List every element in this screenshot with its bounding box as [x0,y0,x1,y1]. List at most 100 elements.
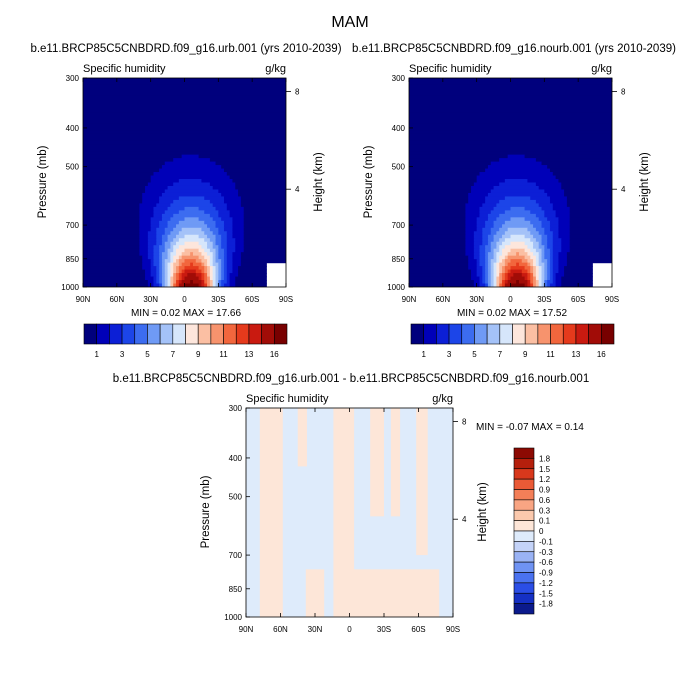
contour-cell [541,269,545,274]
colorbar-box [109,323,123,345]
contour-cell [83,196,143,201]
contour-cell [552,266,560,271]
colorbar-label: 7 [498,350,503,359]
contour-cell [487,238,495,243]
y-tick-label: 500 [392,163,406,172]
contour-cell [207,269,211,274]
colorbar-box [223,323,237,345]
contour-cell [240,199,286,204]
contour-cell [218,210,231,215]
contour-cell [238,192,286,198]
contour-cell [496,273,500,278]
contour-cell [181,280,191,285]
contour-cell [218,276,222,281]
contour-cell [223,227,234,232]
contour-cell [533,241,540,246]
contour-cell [496,259,500,264]
contour-cell [487,283,492,287]
contour-cell [235,182,286,187]
colorbar-label: 16 [270,350,279,359]
contour-cell [142,255,149,260]
contour-cell [243,224,286,229]
contour-cell [566,259,612,264]
contour-cell [159,224,169,229]
contour-cell [145,276,155,281]
contour-cell [207,252,214,257]
contour-cell [226,259,234,264]
contour-cell [479,283,486,287]
contour-cell [549,199,568,204]
contour-cell [147,248,155,253]
contour-cell [502,283,506,287]
y-tick-label: 850 [66,255,80,264]
contour-cell [490,241,497,246]
contour-cell [468,259,478,264]
contour-cell [499,266,503,271]
contour-cell [499,182,537,187]
contour-cell [538,245,545,250]
contour-cell [409,262,469,267]
colorbar-label: 11 [546,350,555,359]
contour-cell [547,266,551,271]
contour-cell [184,217,200,222]
contour-cell [209,158,286,163]
contour-cell [83,168,160,173]
contour-cell [549,252,554,257]
contour-cell [504,259,512,264]
x-tick-label: 60S [411,625,425,634]
y-tick-label: 700 [229,551,243,560]
contour-cell [569,234,612,239]
contour-cell [83,147,286,152]
contour-cell [538,262,545,267]
colorbar-label: 0.1 [539,517,551,526]
contour-cell [541,234,548,239]
contour-cell [83,245,140,250]
contour-cell [201,179,234,184]
contour-cell [409,185,472,191]
contour-cell [229,273,239,278]
contour-cell [150,175,231,180]
contour-cell [156,269,160,274]
contour-cell [490,259,497,264]
contour-cell [156,238,163,243]
contour-cell [569,245,612,250]
contour-cell [83,84,286,90]
contour-cell [218,273,222,278]
contour-cell [499,158,537,163]
contour-cell [544,252,551,257]
contour-cell [538,259,543,264]
contour-cell [207,262,211,267]
contour-cell [541,280,545,285]
contour-cell [482,269,486,274]
contour-cell [161,255,169,260]
contour-cell [465,248,475,253]
contour-cell [485,262,489,267]
contour-cell [153,255,160,260]
contour-cell [552,245,562,250]
contour-cell [409,182,475,187]
contour-cell [530,269,534,274]
contour-cell [218,213,231,218]
contour-cell [544,189,565,194]
contour-cell [476,273,483,278]
contour-cell [223,269,228,274]
contour-cell [178,259,186,264]
contour-cell [465,252,475,257]
contour-cell [192,280,203,285]
contour-cell [209,280,214,285]
contour-cell [564,273,593,278]
colorbar-label: -1.2 [539,579,553,588]
contour-cell [164,161,217,166]
contour-cell [535,158,612,163]
colorbar-box [486,323,501,345]
contour-cell [569,248,612,253]
colorbar-box [235,323,250,345]
colorbar-label: 3 [120,350,125,359]
contour-cell [212,269,217,274]
contour-cell [221,280,228,285]
contour-cell [504,245,529,250]
contour-cell [535,269,540,274]
contour-cell [502,280,506,285]
contour-cell [544,280,548,285]
contour-cell [201,273,205,278]
